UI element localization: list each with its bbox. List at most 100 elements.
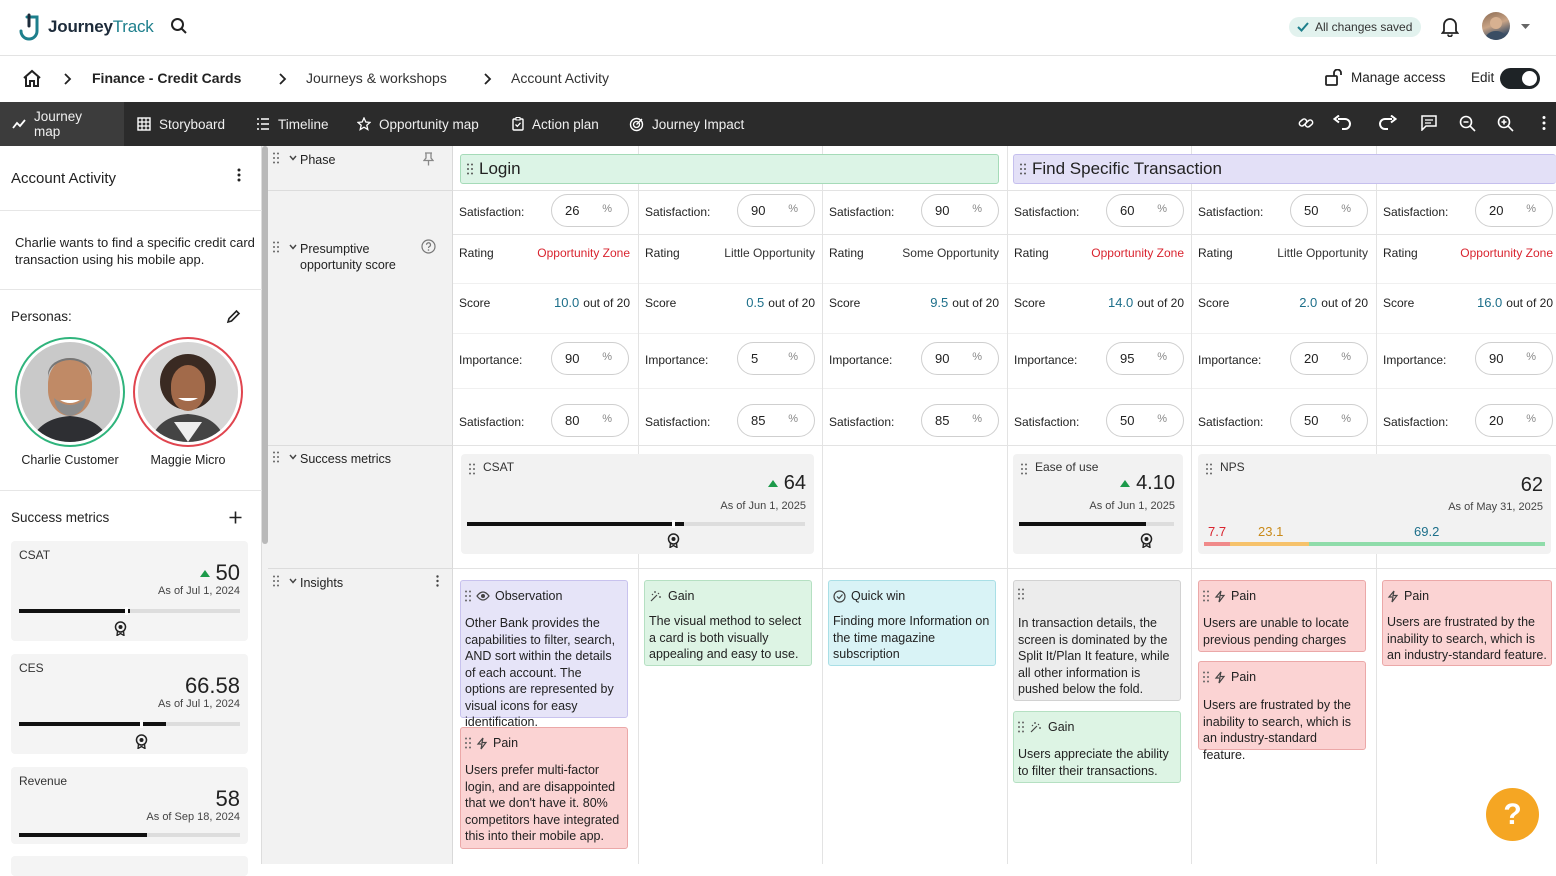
comment-icon[interactable] (1421, 115, 1437, 131)
drag-handle-icon[interactable] (1021, 463, 1027, 475)
scrollbar-thumb[interactable] (262, 146, 268, 544)
metric-card-csat[interactable]: CSAT 50 As of Jul 1, 2024 (11, 541, 248, 641)
more-vertical-icon[interactable] (435, 575, 440, 587)
edit-toggle[interactable] (1500, 68, 1540, 89)
insight-card-pain[interactable]: Pain Users are frustrated by the inabili… (1382, 580, 1552, 666)
save-status-text: All changes saved (1315, 20, 1413, 34)
insight-card-note[interactable]: In transaction details, the screen is do… (1013, 580, 1181, 701)
app-logo[interactable]: JourneyTrack (18, 12, 154, 42)
satisfaction-input[interactable]: 50% (1290, 404, 1368, 437)
undo-icon[interactable] (1333, 115, 1352, 131)
satisfaction-input[interactable]: 26% (551, 194, 629, 227)
metric-card-partial[interactable] (11, 856, 248, 876)
satisfaction-input[interactable]: 80% (551, 404, 629, 437)
tab-journey-map[interactable]: Journey map (0, 102, 124, 146)
tab-label: Storyboard (159, 116, 226, 132)
row-label: Phase (300, 153, 336, 167)
chevron-down-icon[interactable] (289, 155, 297, 161)
breadcrumb-item-journeys[interactable]: Journeys & workshops (306, 70, 447, 86)
pencil-icon[interactable] (226, 309, 241, 324)
tab-action-plan[interactable]: Action plan (500, 102, 611, 146)
satisfaction-label: Satisfaction: (1014, 205, 1080, 219)
insight-card-observation[interactable]: Observation Other Bank provides the capa… (460, 580, 628, 729)
chevron-down-icon[interactable] (289, 578, 297, 584)
phase-login[interactable]: Login (460, 154, 999, 184)
drag-handle-icon[interactable] (273, 451, 279, 463)
redo-icon[interactable] (1378, 115, 1397, 131)
tab-journey-impact[interactable]: Journey Impact (617, 102, 756, 146)
drag-handle-icon[interactable] (1020, 163, 1026, 175)
insight-card-gain[interactable]: Gain Users appreciate the ability to fil… (1013, 711, 1181, 783)
drag-handle-icon[interactable] (1206, 463, 1212, 475)
drag-handle-icon[interactable] (273, 152, 279, 164)
satisfaction-input[interactable]: 85% (921, 404, 999, 437)
input-value: 50 (1120, 413, 1135, 428)
drag-handle-icon[interactable] (273, 241, 279, 253)
importance-input[interactable]: 90% (921, 342, 999, 375)
satisfaction-input[interactable]: 50% (1106, 404, 1184, 437)
insight-card-quick-win[interactable]: Quick win Finding more Information on th… (828, 580, 996, 666)
percent-suffix: % (972, 413, 982, 425)
zoom-in-icon[interactable] (1497, 115, 1514, 132)
opportunity-rating: Opportunity Zone (537, 246, 630, 260)
satisfaction-input[interactable]: 20% (1475, 404, 1553, 437)
opportunity-rating: Some Opportunity (902, 246, 999, 260)
opportunity-rating: Opportunity Zone (1091, 246, 1184, 260)
drag-handle-icon (1203, 671, 1209, 683)
sidebar-scrollbar[interactable] (262, 146, 268, 864)
add-metric-icon[interactable] (229, 511, 242, 524)
satisfaction-input[interactable]: 20% (1475, 194, 1553, 227)
chevron-down-icon[interactable] (289, 244, 297, 250)
chevron-down-icon[interactable] (1521, 24, 1530, 30)
tab-timeline[interactable]: Timeline (244, 102, 341, 146)
link-icon[interactable] (1298, 115, 1314, 131)
satisfaction-input[interactable]: 60% (1106, 194, 1184, 227)
satisfaction-input[interactable]: 50% (1290, 194, 1368, 227)
home-icon[interactable] (22, 69, 42, 88)
metric-widget-ease-of-use[interactable]: Ease of use 4.10 As of Jun 1, 2025 (1013, 454, 1183, 554)
persona-avatar-charlie[interactable] (15, 337, 125, 447)
tab-storyboard[interactable]: Storyboard (125, 102, 237, 146)
metric-widget-csat[interactable]: CSAT 64 As of Jun 1, 2025 (461, 454, 814, 554)
zoom-out-icon[interactable] (1459, 115, 1476, 132)
insight-card-gain[interactable]: Gain The visual method to select a card … (644, 580, 812, 666)
manage-access-button[interactable]: Manage access (1325, 69, 1446, 86)
insight-card-pain[interactable]: Pain Users prefer multi-factor login, an… (460, 727, 628, 849)
metric-card-revenue[interactable]: Revenue 58 As of Sep 18, 2024 (11, 767, 248, 844)
drag-handle-icon[interactable] (469, 463, 475, 475)
metric-widget-nps[interactable]: NPS 62 As of May 31, 2025 7.7 23.1 69.2 (1198, 454, 1551, 554)
breadcrumb-item-folder[interactable]: Finance - Credit Cards (92, 70, 242, 86)
card-text: Other Bank provides the capabilities to … (465, 616, 616, 729)
journey-description: Charlie wants to find a specific credit … (15, 235, 255, 267)
help-circle-icon[interactable] (421, 239, 436, 254)
more-vertical-icon[interactable] (236, 168, 242, 182)
award-icon (667, 533, 680, 548)
importance-input[interactable]: 20% (1290, 342, 1368, 375)
drag-handle-icon[interactable] (273, 575, 279, 587)
importance-input[interactable]: 90% (551, 342, 629, 375)
phase-find-specific-transaction[interactable]: Find Specific Transaction (1013, 154, 1556, 184)
sparkle-icon (1030, 721, 1041, 733)
notification-bell-icon[interactable] (1441, 17, 1459, 37)
satisfaction-label: Satisfaction: (829, 415, 895, 429)
persona-avatar-maggie[interactable] (133, 337, 243, 447)
search-icon[interactable] (170, 17, 188, 35)
drag-handle-icon[interactable] (467, 163, 473, 175)
view-tab-bar: Journey map Storyboard Timeline Opportun… (0, 102, 1556, 146)
more-vertical-icon[interactable] (1541, 115, 1547, 131)
lightning-icon (1214, 671, 1226, 684)
satisfaction-input[interactable]: 90% (737, 194, 815, 227)
importance-input[interactable]: 95% (1106, 342, 1184, 375)
satisfaction-input[interactable]: 90% (921, 194, 999, 227)
help-button[interactable]: ? (1486, 788, 1539, 841)
chevron-down-icon[interactable] (289, 454, 297, 460)
insight-card-pain[interactable]: Pain Users are unable to locate previous… (1198, 580, 1366, 652)
metric-card-ces[interactable]: CES 66.58 As of Jul 1, 2024 (11, 654, 248, 754)
insight-card-pain[interactable]: Pain Users are frustrated by the inabili… (1198, 661, 1366, 762)
importance-input[interactable]: 90% (1475, 342, 1553, 375)
pin-icon[interactable] (423, 152, 434, 166)
satisfaction-input[interactable]: 85% (737, 404, 815, 437)
user-avatar[interactable] (1482, 12, 1510, 40)
tab-opportunity-map[interactable]: Opportunity map (345, 102, 491, 146)
importance-input[interactable]: 5% (737, 342, 815, 375)
